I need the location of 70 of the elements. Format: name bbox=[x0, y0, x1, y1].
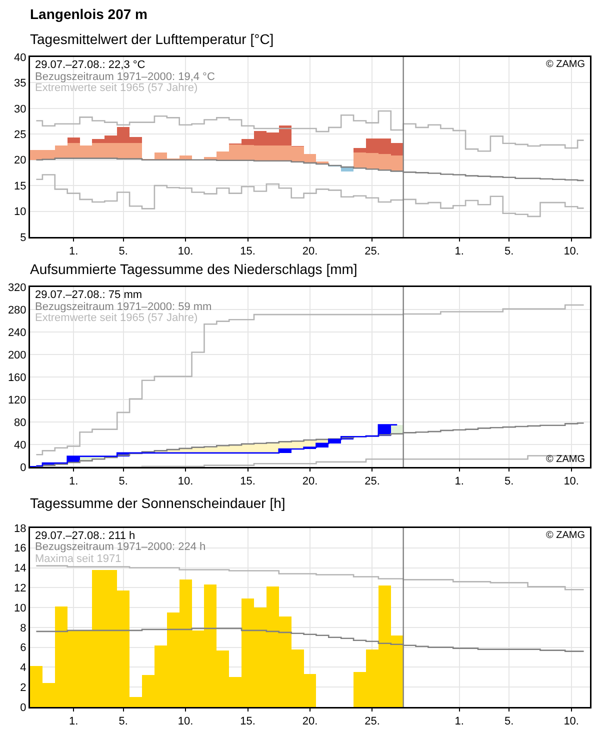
y-tick-label: 18 bbox=[14, 522, 26, 535]
annotation: Bezugszeitraum 1971–2000: 59 mm bbox=[35, 301, 212, 313]
y-tick-label: 20 bbox=[14, 154, 26, 167]
y-tick-label: 200 bbox=[8, 349, 26, 362]
y-tick-label: 8 bbox=[20, 622, 26, 634]
x-tick-label: 10. bbox=[564, 716, 579, 728]
annotation: Bezugszeitraum 1971–2000: 19,4 °C bbox=[35, 71, 215, 83]
annotation: Bezugszeitraum 1971–2000: 224 h bbox=[35, 541, 206, 553]
y-tick-label: 10 bbox=[14, 206, 26, 218]
x-tick-label: 1. bbox=[68, 716, 78, 728]
annotation: 29.07.–27.08.: 22,3 °C bbox=[35, 59, 146, 71]
x-tick-label: 25. bbox=[364, 246, 380, 258]
y-tick-label: 35 bbox=[14, 78, 26, 90]
y-tick-label: 0 bbox=[20, 702, 26, 714]
y-tick-label: 240 bbox=[8, 326, 26, 339]
x-tick-label: 5. bbox=[118, 476, 128, 488]
annotation: 29.07.–27.08.: 211 h bbox=[35, 530, 136, 542]
annotation: © ZAMG bbox=[546, 454, 586, 465]
annotation: Extremwerte seit 1965 (57 Jahre) bbox=[35, 312, 198, 324]
chart-title: Tagesmittelwert der Lufttemperatur [°C] bbox=[30, 30, 274, 47]
y-tick-label: 320 bbox=[8, 282, 26, 294]
y-tick-label: 12 bbox=[14, 582, 26, 595]
x-tick-label: 20. bbox=[302, 716, 318, 728]
y-tick-label: 16 bbox=[14, 542, 26, 555]
text: Langenlois 207 m bbox=[29, 5, 148, 22]
x-tick-label: 10. bbox=[564, 476, 579, 488]
x-tick-label: 5. bbox=[118, 716, 128, 728]
chart-title: Tagessumme der Sonnenscheindauer [h] bbox=[30, 494, 286, 511]
y-tick-label: 160 bbox=[8, 372, 26, 384]
x-tick-label: 15. bbox=[240, 716, 256, 728]
x-tick-label: 5. bbox=[504, 246, 514, 258]
y-tick-label: 80 bbox=[14, 416, 26, 429]
x-tick-label: 10. bbox=[178, 246, 194, 258]
y-tick-label: 6 bbox=[20, 642, 26, 654]
y-tick-label: 25 bbox=[14, 128, 26, 141]
x-tick-label: 1. bbox=[68, 476, 78, 488]
y-tick-label: 14 bbox=[14, 562, 26, 575]
y-tick-label: 0 bbox=[20, 462, 26, 474]
y-tick-label: 4 bbox=[20, 662, 26, 674]
annotation: © ZAMG bbox=[546, 530, 586, 541]
x-tick-label: 1. bbox=[68, 246, 78, 258]
x-tick-label: 25. bbox=[364, 476, 380, 488]
x-tick-label: 5. bbox=[118, 246, 128, 258]
x-tick-label: 10. bbox=[178, 476, 194, 488]
chart-title: Aufsummierte Tagessumme des Niederschlags [mm] bbox=[30, 260, 358, 277]
y-tick-label: 30 bbox=[14, 103, 26, 116]
y-tick-label: 5 bbox=[20, 232, 26, 244]
x-tick-label: 1. bbox=[454, 246, 464, 258]
x-tick-label: 10. bbox=[564, 246, 579, 258]
annotation: 29.07.–27.08.: 75 mm bbox=[35, 289, 142, 301]
y-tick-label: 40 bbox=[14, 52, 26, 64]
x-tick-label: 5. bbox=[504, 716, 514, 728]
x-tick-label: 15. bbox=[240, 476, 256, 488]
annotation: Maxima seit 1971 bbox=[35, 553, 122, 565]
x-tick-label: 20. bbox=[302, 246, 318, 258]
x-tick-label: 20. bbox=[302, 476, 318, 488]
x-tick-label: 5. bbox=[504, 476, 514, 488]
x-tick-label: 1. bbox=[454, 476, 464, 488]
y-tick-label: 40 bbox=[14, 439, 26, 452]
x-tick-label: 1. bbox=[454, 716, 464, 728]
annotation: © ZAMG bbox=[546, 59, 586, 70]
y-tick-label: 15 bbox=[14, 180, 26, 192]
x-tick-label: 10. bbox=[178, 716, 194, 728]
y-tick-label: 120 bbox=[8, 394, 26, 406]
y-tick-label: 10 bbox=[14, 602, 26, 614]
y-tick-label: 2 bbox=[20, 682, 26, 694]
annotation: Extremwerte seit 1965 (57 Jahre) bbox=[35, 82, 198, 94]
x-tick-label: 25. bbox=[364, 716, 380, 728]
x-tick-label: 15. bbox=[240, 246, 256, 258]
y-tick-label: 280 bbox=[8, 304, 26, 316]
